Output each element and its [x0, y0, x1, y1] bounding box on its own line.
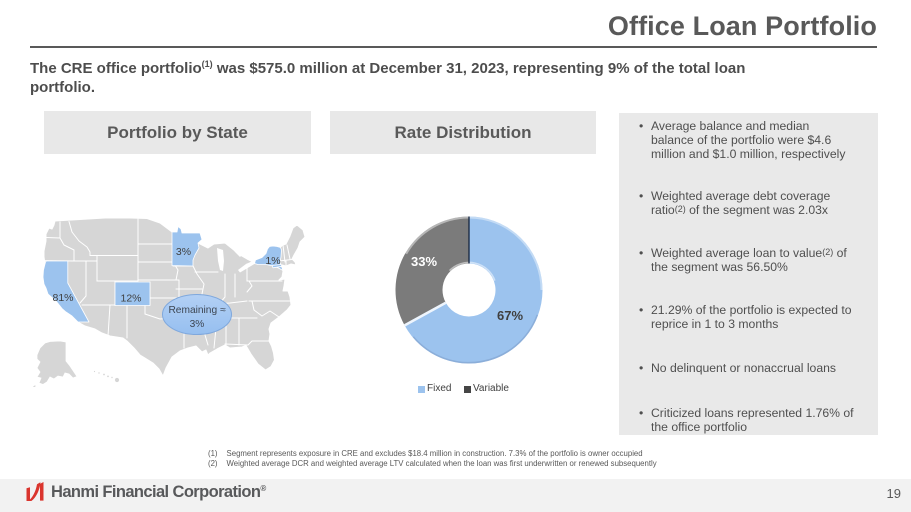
- svg-text:3%: 3%: [190, 319, 205, 330]
- svg-text:81%: 81%: [52, 292, 73, 304]
- svg-text:12%: 12%: [120, 293, 141, 305]
- svg-text:Remaining ≈: Remaining ≈: [168, 305, 226, 316]
- svg-text:67%: 67%: [497, 308, 523, 323]
- svg-text:1%: 1%: [265, 255, 280, 267]
- svg-text:33%: 33%: [411, 254, 437, 269]
- svg-text:3%: 3%: [176, 246, 191, 258]
